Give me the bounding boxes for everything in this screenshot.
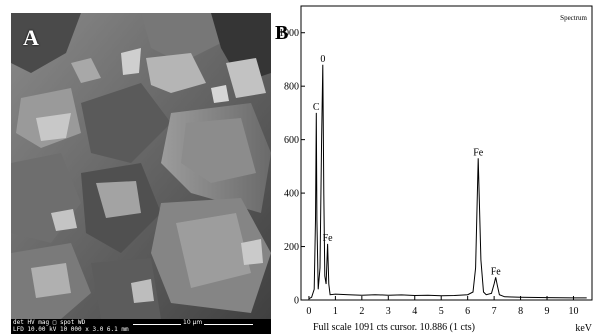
panel-letter-a: A: [23, 25, 39, 50]
y-tick-label: 0: [294, 296, 299, 307]
plot-frame: [300, 5, 593, 301]
databar-values: LFD 10.00 kV 10 000 x 3.0 6.1 mm: [13, 326, 129, 333]
x-tick-label: 10: [568, 306, 578, 317]
peak-label: Fe: [491, 266, 502, 277]
x-tick-label: 0: [306, 306, 311, 317]
databar-labels: det HV mag □ spot WD: [13, 319, 86, 326]
spectrum-line: [308, 64, 587, 300]
spectrum-footer: Full scale 1091 cts cursor. 10.886 (1 ct…: [313, 322, 475, 333]
peak-label: C: [313, 102, 320, 113]
y-tick-label: 400: [284, 189, 299, 200]
sem-databar: det HV mag □ spot WD LFD 10.00 kV 10 000…: [11, 319, 271, 334]
y-tick-label: 1000: [279, 28, 299, 39]
x-tick-label: 7: [492, 306, 497, 317]
peak-label: Fe: [473, 147, 484, 158]
x-tick-label: 8: [518, 306, 523, 317]
sem-micrograph-image: [11, 13, 271, 334]
x-tick-label: 9: [545, 306, 550, 317]
x-tick-label: 6: [465, 306, 470, 317]
peak-label: Fe: [323, 233, 334, 244]
x-tick-label: 3: [386, 306, 391, 317]
x-tick-label: 1: [333, 306, 338, 317]
sem-micrograph-panel: A det HV mag □ spot WD LFD 10.00 kV 10 0…: [11, 13, 271, 334]
y-tick-label: 800: [284, 82, 299, 93]
x-tick-label: 5: [439, 306, 444, 317]
y-tick-label: 600: [284, 135, 299, 146]
y-tick-label: 200: [284, 242, 299, 253]
chart-title: Spectrum: [560, 14, 587, 22]
x-axis-label: keV: [575, 323, 592, 334]
panel-letter-b: B: [275, 22, 289, 44]
scale-bar-label: 10 µm: [181, 319, 205, 326]
x-tick-label: 2: [359, 306, 364, 317]
peak-label: 0: [320, 54, 325, 65]
x-tick-label: 4: [412, 306, 417, 317]
